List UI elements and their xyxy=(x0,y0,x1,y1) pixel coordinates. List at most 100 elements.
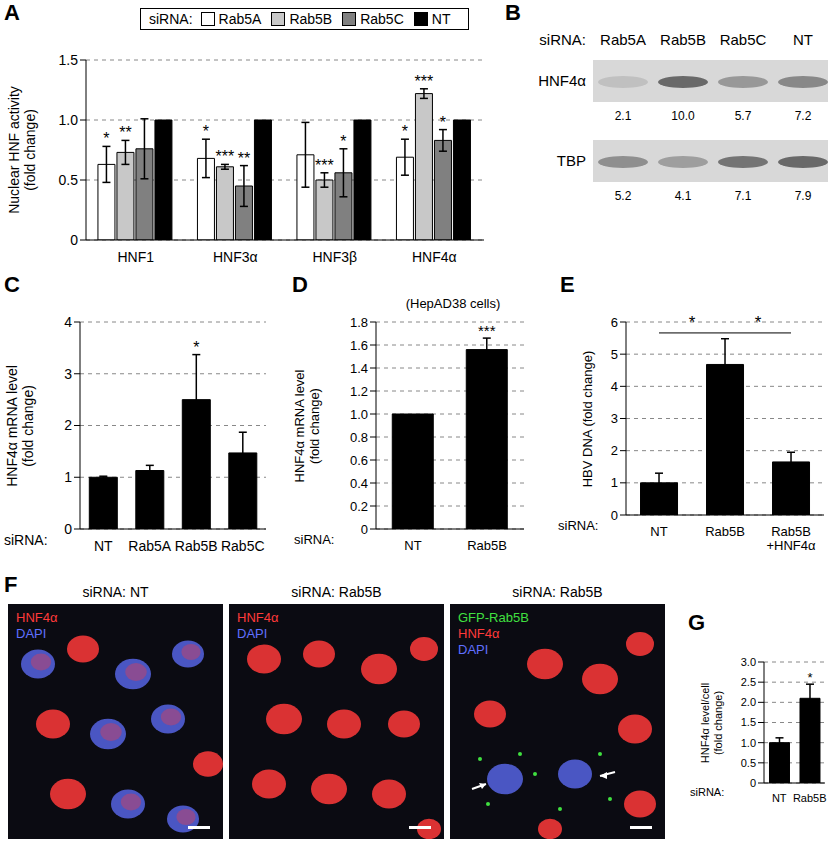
svg-text:0.4: 0.4 xyxy=(350,476,368,491)
html-text:NT: NT xyxy=(431,11,451,27)
svg-text:*: * xyxy=(203,123,209,140)
svg-text:HNF4α: HNF4α xyxy=(538,72,586,89)
svg-text:0.5: 0.5 xyxy=(741,757,756,769)
html-text:D: D xyxy=(292,272,308,297)
svg-text:*: * xyxy=(755,313,762,332)
svg-text:6: 6 xyxy=(611,315,618,330)
html-text:Nuclear HNF activity: Nuclear HNF activity xyxy=(6,86,22,214)
svg-text:0: 0 xyxy=(361,522,368,537)
svg-text:3: 3 xyxy=(64,366,72,382)
svg-text:Rab5A: Rab5A xyxy=(600,31,646,48)
svg-text:7.2: 7.2 xyxy=(795,109,812,123)
svg-text:HNF4α: HNF4α xyxy=(412,249,457,265)
svg-text:**: ** xyxy=(119,124,131,141)
svg-text:1.4: 1.4 xyxy=(350,361,368,376)
html-text:(fold change): (fold change) xyxy=(20,384,36,467)
svg-text:0.6: 0.6 xyxy=(350,453,368,468)
svg-text:NT: NT xyxy=(94,538,113,554)
html-text:siRNA:: siRNA: xyxy=(4,532,48,548)
svg-text:Rab5B: Rab5B xyxy=(467,538,507,553)
svg-text:*: * xyxy=(689,313,696,332)
svg-text:1.0: 1.0 xyxy=(741,737,756,749)
svg-text:5: 5 xyxy=(611,347,618,362)
svg-text:4: 4 xyxy=(64,314,72,330)
svg-text:Rab5B: Rab5B xyxy=(705,524,745,539)
svg-text:0: 0 xyxy=(750,777,756,789)
svg-text:1: 1 xyxy=(611,475,618,490)
svg-text:***: *** xyxy=(415,73,434,90)
svg-text:*: * xyxy=(807,670,812,685)
svg-text:***: *** xyxy=(478,322,496,339)
svg-text:***: *** xyxy=(216,148,235,165)
svg-text:Rab5B: Rab5B xyxy=(793,792,826,804)
svg-text:0.5: 0.5 xyxy=(59,172,79,188)
html-text:G: G xyxy=(688,610,706,635)
svg-text:DAPI: DAPI xyxy=(237,626,267,641)
html-text:B: B xyxy=(505,0,521,25)
svg-text:0.2: 0.2 xyxy=(350,499,368,514)
svg-text:4: 4 xyxy=(611,379,618,394)
svg-text:5.7: 5.7 xyxy=(735,109,752,123)
svg-text:0.8: 0.8 xyxy=(350,430,368,445)
svg-text:1.0: 1.0 xyxy=(350,407,368,422)
svg-text:2: 2 xyxy=(64,417,72,433)
svg-text:0: 0 xyxy=(611,508,618,523)
svg-text:GFP-Rab5B: GFP-Rab5B xyxy=(458,610,529,625)
svg-text:2.5: 2.5 xyxy=(741,676,756,688)
svg-text:1.2: 1.2 xyxy=(350,384,368,399)
svg-text:NT: NT xyxy=(772,792,787,804)
svg-text:3: 3 xyxy=(611,411,618,426)
html-text:A: A xyxy=(4,0,20,25)
svg-text:Rab5B+HNF4α: Rab5B+HNF4α xyxy=(766,524,816,553)
svg-text:TBP: TBP xyxy=(557,152,586,169)
svg-text:**: ** xyxy=(238,150,250,167)
svg-text:*: * xyxy=(402,123,408,140)
svg-text:Rab5C: Rab5C xyxy=(221,538,265,554)
svg-text:0: 0 xyxy=(64,521,72,537)
svg-text:2.1: 2.1 xyxy=(615,109,632,123)
svg-text:HNF4α: HNF4α xyxy=(16,610,58,625)
svg-text:*: * xyxy=(340,133,346,150)
svg-text:2: 2 xyxy=(611,443,618,458)
svg-text:1.5: 1.5 xyxy=(741,716,756,728)
svg-text:1: 1 xyxy=(64,469,72,485)
html-text:siRNA:: siRNA: xyxy=(149,11,193,27)
svg-text:HNF3α: HNF3α xyxy=(213,249,258,265)
svg-text:4.1: 4.1 xyxy=(675,189,692,203)
html-text:Rab5C: Rab5C xyxy=(360,11,404,27)
svg-text:2.0: 2.0 xyxy=(741,696,756,708)
svg-text:1.6: 1.6 xyxy=(350,338,368,353)
html-text:C: C xyxy=(4,272,20,297)
svg-text:HNF3β: HNF3β xyxy=(312,249,357,265)
svg-text:10.0: 10.0 xyxy=(671,109,695,123)
svg-text:DAPI: DAPI xyxy=(458,642,488,657)
svg-text:NT: NT xyxy=(404,538,421,553)
svg-text:siRNA:: siRNA: xyxy=(539,31,586,48)
svg-text:NT: NT xyxy=(793,31,813,48)
svg-text:3.0: 3.0 xyxy=(741,656,756,668)
svg-text:Rab5A: Rab5A xyxy=(128,538,171,554)
html-text:Rab5B: Rab5B xyxy=(289,11,333,27)
svg-text:HNF4α: HNF4α xyxy=(458,626,500,641)
svg-text:1.8: 1.8 xyxy=(350,315,368,330)
svg-text:*: * xyxy=(193,339,199,356)
svg-text:7.1: 7.1 xyxy=(735,189,752,203)
svg-text:HNF4α: HNF4α xyxy=(237,610,279,625)
svg-text:1.0: 1.0 xyxy=(59,112,79,128)
svg-text:Rab5B: Rab5B xyxy=(660,31,706,48)
svg-text:HNF1: HNF1 xyxy=(117,249,154,265)
svg-text:1.5: 1.5 xyxy=(59,52,79,68)
svg-text:Rab5C: Rab5C xyxy=(720,31,767,48)
svg-text:7.9: 7.9 xyxy=(795,189,812,203)
svg-text:DAPI: DAPI xyxy=(16,626,46,641)
svg-text:*: * xyxy=(440,114,446,131)
svg-text:*: * xyxy=(103,130,109,147)
svg-text:0: 0 xyxy=(70,232,78,248)
html-text:(fold change): (fold change) xyxy=(22,109,38,191)
html-text:HNF4α mRNA level: HNF4α mRNA level xyxy=(4,364,20,487)
svg-text:NT: NT xyxy=(650,524,667,539)
svg-text:Rab5B: Rab5B xyxy=(175,538,218,554)
svg-text:5.2: 5.2 xyxy=(615,189,632,203)
svg-text:***: *** xyxy=(315,157,334,174)
html-text:Rab5A: Rab5A xyxy=(218,11,262,27)
